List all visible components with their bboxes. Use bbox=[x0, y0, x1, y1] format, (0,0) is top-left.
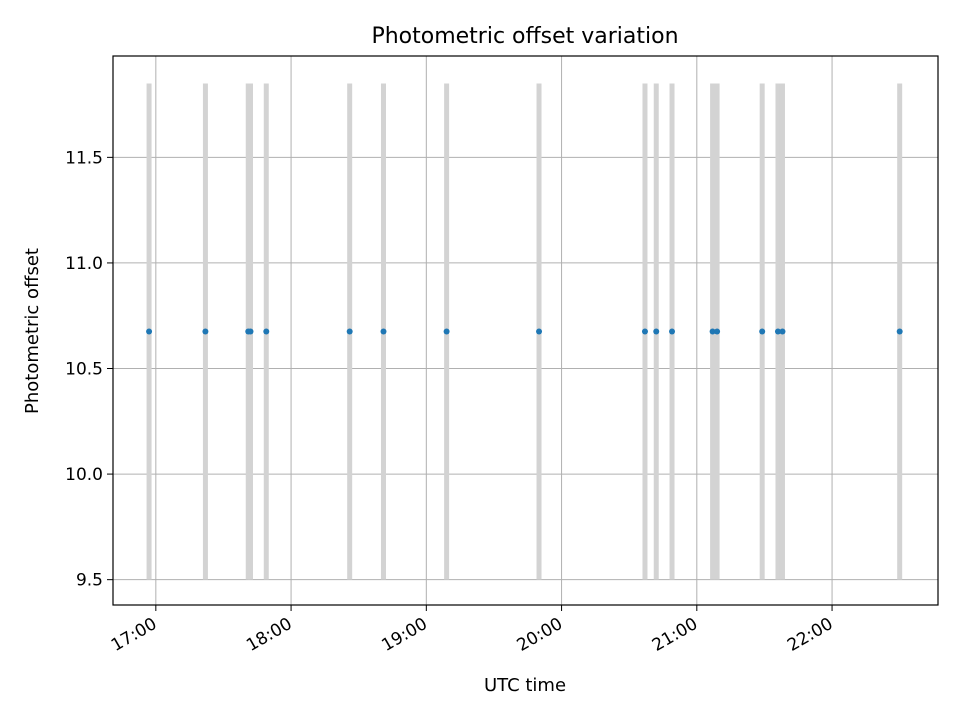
x-tick-label: 19:00 bbox=[378, 614, 430, 656]
data-point bbox=[443, 328, 450, 335]
data-point bbox=[896, 328, 903, 335]
x-tick-label: 18:00 bbox=[243, 614, 295, 656]
x-tick-label: 21:00 bbox=[649, 614, 701, 656]
data-point bbox=[380, 328, 387, 335]
data-points bbox=[146, 328, 903, 335]
error-bars bbox=[146, 83, 903, 580]
data-point bbox=[263, 328, 270, 335]
chart-title: Photometric offset variation bbox=[371, 24, 678, 49]
y-tick-label: 9.5 bbox=[76, 571, 103, 591]
data-point bbox=[779, 328, 786, 335]
data-point bbox=[536, 328, 543, 335]
y-tick-label: 10.5 bbox=[65, 360, 103, 380]
x-tick-label: 22:00 bbox=[784, 614, 836, 656]
grid-lines bbox=[113, 56, 938, 605]
y-tick-label: 10.0 bbox=[65, 465, 103, 485]
data-point bbox=[346, 328, 353, 335]
data-point bbox=[709, 328, 716, 335]
y-axis-label: Photometric offset bbox=[22, 248, 43, 414]
data-point bbox=[714, 328, 721, 335]
y-tick-label: 11.0 bbox=[65, 254, 103, 274]
plot-frame bbox=[112, 55, 939, 606]
y-axis-ticks: 9.5 10.0 10.5 11.0 11.5 bbox=[65, 148, 113, 591]
data-point bbox=[641, 328, 648, 335]
data-point bbox=[146, 328, 153, 335]
data-point bbox=[653, 328, 660, 335]
data-point bbox=[759, 328, 766, 335]
x-tick-label: 20:00 bbox=[514, 614, 566, 656]
data-point bbox=[774, 328, 781, 335]
data-point bbox=[669, 328, 676, 335]
x-axis-ticks: 17:00 18:00 19:00 20:00 21:00 22:00 bbox=[108, 605, 837, 656]
x-tick-label: 17:00 bbox=[108, 614, 160, 656]
y-tick-label: 11.5 bbox=[65, 148, 103, 168]
data-point bbox=[247, 328, 254, 335]
x-axis-label: UTC time bbox=[484, 675, 566, 696]
data-point bbox=[202, 328, 209, 335]
